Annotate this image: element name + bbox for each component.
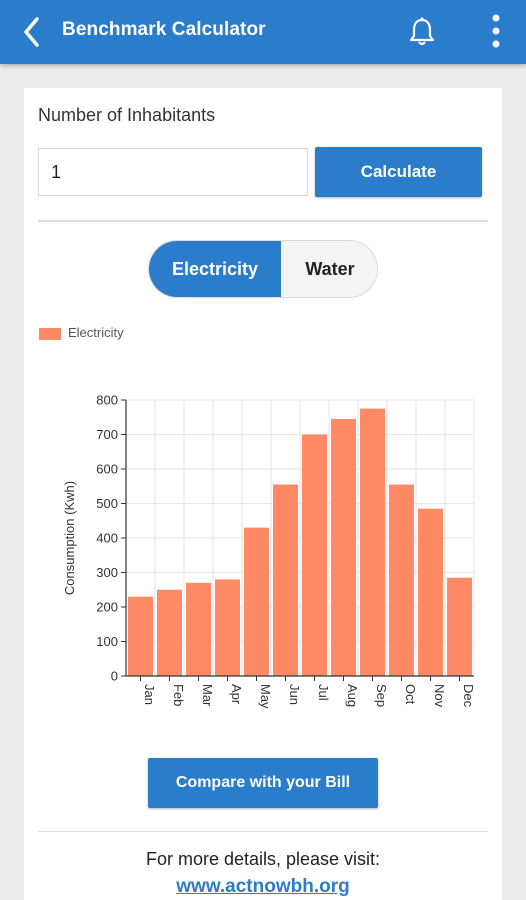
bar-jun xyxy=(273,484,298,676)
y-tick-label: 700 xyxy=(96,427,118,442)
y-tick-label: 0 xyxy=(111,669,118,684)
divider xyxy=(38,220,488,222)
y-tick-label: 400 xyxy=(96,531,118,546)
app-bar: Benchmark Calculator xyxy=(0,0,526,64)
x-tick-label: Apr xyxy=(229,684,244,705)
bar-oct xyxy=(389,484,414,676)
x-tick-label: Oct xyxy=(403,684,418,705)
x-tick-label: Aug xyxy=(345,684,360,707)
inhabitants-label: Number of Inhabitants xyxy=(38,105,216,125)
x-tick-label: Feb xyxy=(171,684,186,706)
page-title: Benchmark Calculator xyxy=(62,19,266,40)
y-tick-label: 100 xyxy=(96,634,118,649)
bell-icon[interactable] xyxy=(404,14,440,50)
legend-label: Electricity xyxy=(68,325,124,340)
calculate-button[interactable]: Calculate xyxy=(315,147,482,197)
tab-water[interactable]: Water xyxy=(281,241,377,297)
legend-swatch xyxy=(39,328,61,340)
divider xyxy=(38,831,488,832)
x-tick-label: May xyxy=(258,684,273,709)
details-text: For more details, please visit: xyxy=(145,849,381,869)
bar-aug xyxy=(331,418,356,676)
calculator-card: Number of Inhabitants Calculate Electric… xyxy=(24,88,502,900)
bar-apr xyxy=(215,579,240,676)
inhabitants-input[interactable] xyxy=(38,148,308,196)
y-axis-title: Consumption (Kwh) xyxy=(62,481,77,595)
x-tick-label: Jan xyxy=(142,684,157,705)
y-tick-label: 200 xyxy=(96,600,118,615)
consumption-chart: 0 100 200 300 400 500 600 700 800 Jan Feb Mar Apr May… xyxy=(62,393,476,710)
y-tick-label: 500 xyxy=(96,496,118,511)
tab-electricity[interactable]: Electricity xyxy=(149,241,281,297)
x-tick-label: Dec xyxy=(461,684,476,708)
consumption-type-toggle: Electricity Water xyxy=(148,240,378,298)
compare-bill-button[interactable]: Compare with your Bill xyxy=(148,758,378,808)
y-tick-label: 300 xyxy=(96,565,118,580)
x-tick-label: Sep xyxy=(374,684,389,707)
bar-jul xyxy=(302,434,327,676)
bar-sep xyxy=(360,408,385,676)
bar-mar xyxy=(186,582,211,676)
y-tick-label: 800 xyxy=(96,393,118,408)
x-tick-label: Jul xyxy=(316,684,331,701)
x-tick-label: Nov xyxy=(432,684,447,708)
bar-feb xyxy=(157,589,182,676)
more-vertical-icon[interactable] xyxy=(482,12,510,52)
y-tick-label: 600 xyxy=(96,462,118,477)
bar-nov xyxy=(418,508,443,676)
x-tick-label: Jun xyxy=(287,684,302,705)
bar-dec xyxy=(447,577,472,676)
bar-may xyxy=(244,527,269,676)
x-tick-label: Mar xyxy=(200,684,215,707)
back-icon[interactable] xyxy=(18,14,52,50)
bar-jan xyxy=(128,596,153,676)
website-link[interactable]: www.actnowbh.org xyxy=(176,876,350,897)
